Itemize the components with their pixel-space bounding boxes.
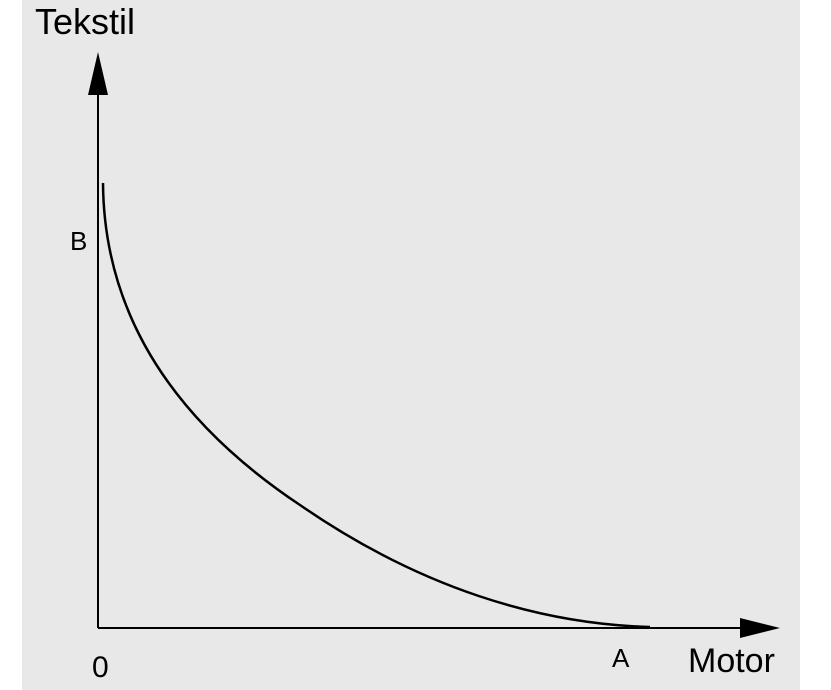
background xyxy=(22,0,800,690)
x-axis-arrow xyxy=(740,618,780,638)
y-axis-label: Tekstil xyxy=(35,1,135,42)
curve xyxy=(101,182,651,629)
y-axis-arrow xyxy=(88,52,108,95)
x-axis-label: Motor xyxy=(688,642,775,680)
point-b: B xyxy=(70,226,87,256)
point-a: A xyxy=(612,643,630,673)
origin-label: 0 xyxy=(92,651,109,684)
